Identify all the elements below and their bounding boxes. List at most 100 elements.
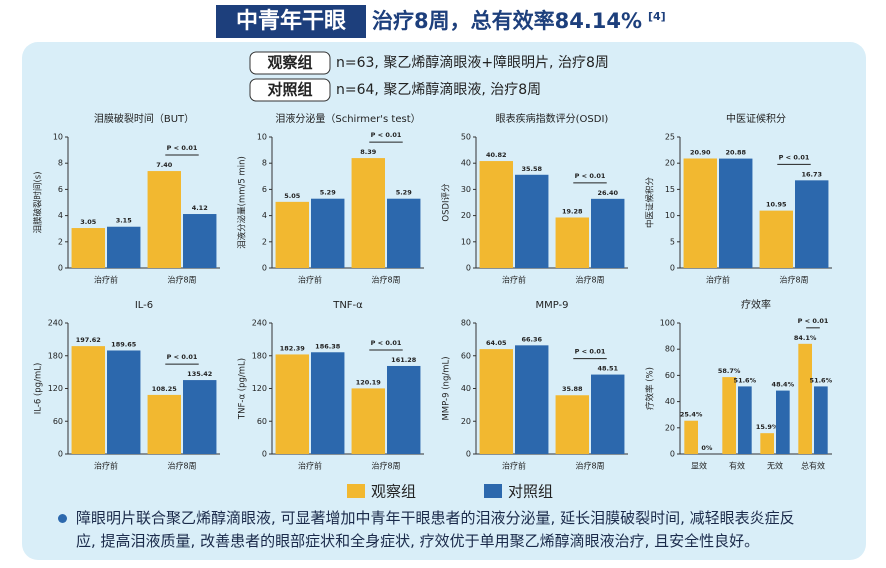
bar: [311, 198, 345, 268]
y-tick-label: 80: [461, 319, 471, 328]
footer-text: 障眼明片联合聚乙烯醇滴眼液, 可显著增加中青年干眼患者的泪液分泌量, 延长泪膜破…: [76, 509, 795, 550]
chart-title: MMP-9: [535, 300, 568, 311]
chart-title: 眼表疾病指数评分(OSDI): [496, 112, 609, 125]
y-tick-label: 60: [461, 351, 471, 360]
value-label: 20.90: [690, 148, 711, 156]
y-tick-label: 6: [58, 185, 63, 194]
y-tick-label: 0: [262, 264, 267, 273]
x-tick-label: 治疗8周: [779, 275, 808, 285]
y-tick-label: 8: [262, 159, 267, 168]
y-tick-label: 120: [48, 384, 63, 393]
bar: [591, 198, 625, 268]
x-tick-label: 治疗8周: [575, 275, 604, 285]
group-desc: n=63, 聚乙烯醇滴眼液+障眼明片, 治疗8周: [336, 54, 609, 71]
annotation: P < 0.01: [371, 131, 402, 139]
value-label: 3.05: [80, 218, 97, 226]
value-label: 4.12: [192, 204, 208, 212]
y-tick-label: 0: [466, 264, 471, 273]
chart-title: IL-6: [135, 300, 153, 311]
group-box: [249, 51, 331, 75]
y-tick-label: 6: [262, 185, 267, 194]
y-axis-label: OSDI评分: [442, 183, 452, 222]
y-tick-label: 2: [262, 237, 267, 246]
value-label: 16.73: [801, 170, 822, 178]
bar: [311, 352, 345, 454]
y-tick-label: 40: [665, 397, 675, 406]
value-label: 5.05: [284, 192, 301, 200]
y-tick-label: 25: [665, 133, 675, 142]
value-label: 40.82: [486, 151, 507, 159]
y-tick-label: 0: [262, 450, 267, 459]
y-tick-label: 30: [461, 185, 471, 194]
x-tick-label: 治疗前: [502, 461, 526, 471]
bar: [479, 349, 513, 454]
bar: [275, 201, 309, 268]
bar: [798, 343, 812, 454]
annotation: P < 0.01: [798, 317, 829, 325]
x-tick-label: 治疗前: [706, 275, 730, 285]
bar: [351, 158, 385, 268]
x-tick-label: 治疗前: [94, 461, 118, 471]
y-tick-label: 20: [461, 417, 471, 426]
header-ref: [4]: [648, 10, 666, 23]
value-label: 135.42: [187, 370, 212, 378]
bar: [738, 386, 752, 454]
bar: [71, 346, 105, 454]
value-label: 8.39: [360, 148, 377, 156]
y-tick-label: 8: [58, 159, 63, 168]
bar: [683, 158, 717, 268]
y-tick-label: 80: [665, 345, 675, 354]
x-tick-label: 治疗8周: [371, 275, 400, 285]
value-label: 58.7%: [718, 367, 741, 375]
y-axis-label: 泪液分泌量(mm/5 min): [237, 156, 248, 249]
value-label: 48.4%: [772, 381, 795, 389]
bar: [147, 171, 181, 268]
bar: [555, 395, 589, 454]
value-label: 197.62: [76, 336, 101, 344]
value-label: 15.9%: [756, 423, 779, 431]
y-tick-label: 10: [257, 133, 267, 142]
y-tick-label: 10: [53, 133, 63, 142]
bar: [814, 386, 828, 454]
tag-box: [216, 5, 366, 38]
y-tick-label: 20: [665, 159, 675, 168]
bullet: [58, 514, 67, 523]
y-axis-label: TNF-α (pg/mL): [238, 358, 248, 420]
value-label: 10.95: [766, 201, 787, 209]
group-box: [249, 78, 331, 102]
value-label: 25.4%: [680, 411, 703, 419]
value-label: 108.25: [152, 385, 178, 393]
annotation: P < 0.01: [371, 339, 402, 347]
y-tick-label: 20: [461, 211, 471, 220]
bar: [183, 380, 217, 454]
bar: [351, 388, 385, 454]
legend-label: 观察组: [371, 483, 416, 501]
y-axis-label: 中医证候积分: [645, 177, 656, 229]
y-tick-label: 60: [53, 417, 63, 426]
chart-title: 泪膜破裂时间（BUT）: [94, 112, 194, 125]
bar: [515, 174, 549, 268]
y-axis-label: IL-6 (pg/mL): [34, 363, 44, 415]
value-label: 66.36: [521, 335, 542, 343]
x-tick-label: 治疗8周: [167, 275, 196, 285]
value-label: 35.58: [521, 165, 542, 173]
y-tick-label: 40: [461, 159, 471, 168]
chart-title: TNF-α: [332, 300, 363, 311]
y-axis-label: 疗效率 (%): [645, 367, 656, 410]
y-tick-label: 10: [461, 237, 471, 246]
bar: [275, 354, 309, 454]
y-tick-label: 4: [262, 211, 267, 220]
y-tick-label: 60: [257, 417, 267, 426]
value-label: 84.1%: [794, 334, 817, 342]
y-tick-label: 10: [665, 211, 675, 220]
y-tick-label: 4: [58, 211, 63, 220]
y-tick-label: 240: [252, 319, 267, 328]
bar: [719, 158, 753, 268]
x-tick-label: 治疗8周: [167, 461, 196, 471]
value-label: 120.19: [356, 378, 382, 386]
bar: [479, 161, 513, 268]
annotation: P < 0.01: [167, 353, 198, 361]
value-label: 20.88: [725, 149, 746, 157]
